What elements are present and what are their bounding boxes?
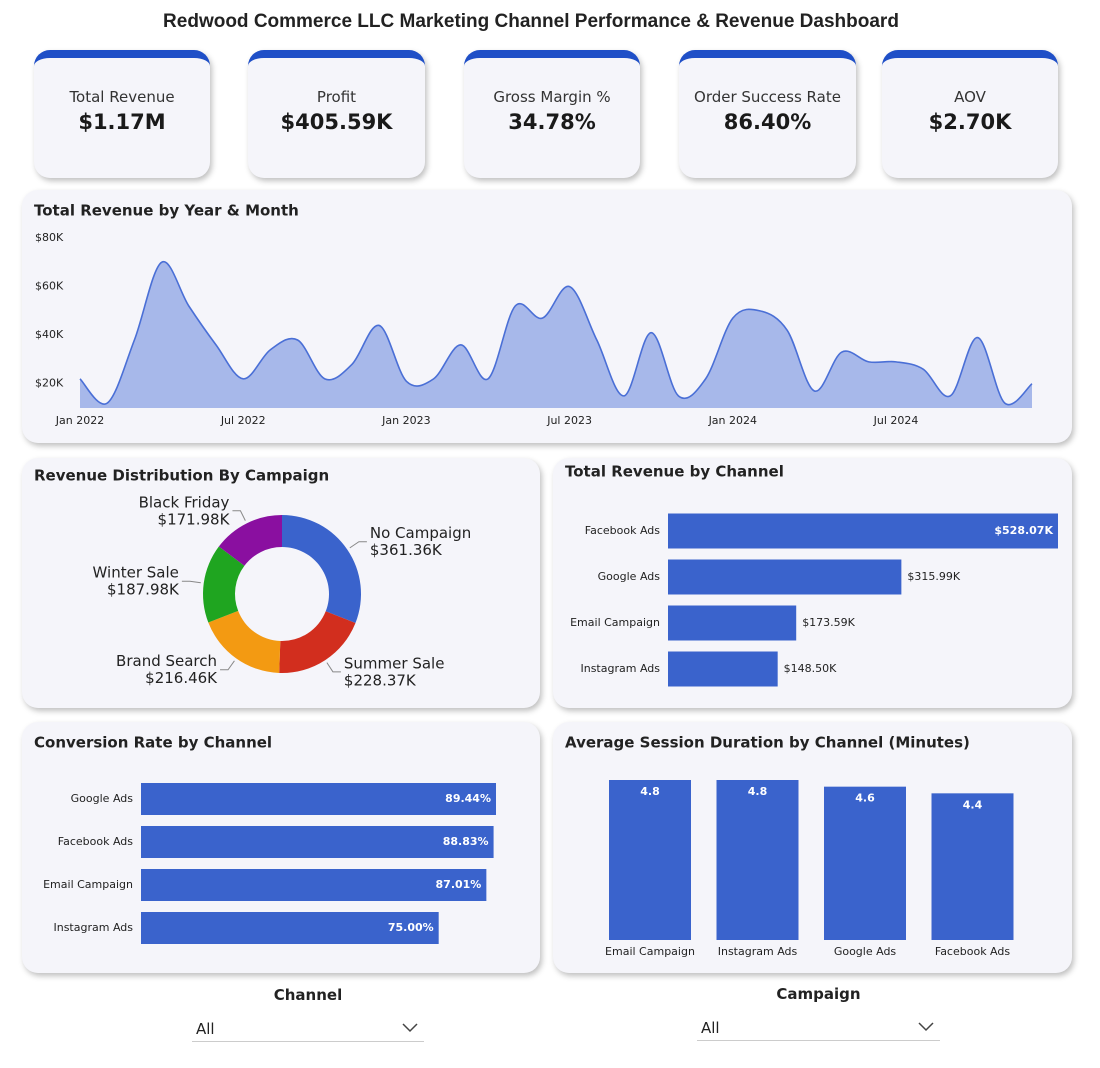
filter-dropdown[interactable]: All (192, 1016, 424, 1042)
kpi-card: Total Revenue $1.17M (34, 50, 210, 178)
chart-card (22, 190, 1072, 443)
filter-value: All (701, 1019, 720, 1037)
dropdown-arrow (402, 1023, 418, 1033)
kpi-label: Profit (316, 88, 357, 106)
kpi-card: AOV $2.70K (882, 50, 1058, 178)
kpi-label: Gross Margin % (493, 88, 611, 106)
filter-value: All (196, 1020, 215, 1038)
chart-card (22, 458, 540, 708)
filter-label: Campaign (776, 985, 861, 1003)
kpi-value: $405.59K (280, 110, 393, 134)
chart-card (553, 722, 1072, 973)
dropdown-arrow (918, 1022, 934, 1032)
kpi-label: Order Success Rate (694, 88, 841, 106)
filter-label: Channel (273, 986, 343, 1004)
kpi-label: AOV (954, 88, 986, 106)
dashboard-title: Redwood Commerce LLC Marketing Channel P… (163, 11, 899, 32)
kpi-card: Order Success Rate 86.40% (679, 50, 856, 178)
kpi-label: Total Revenue (69, 88, 175, 106)
kpi-value: $1.17M (78, 110, 166, 134)
filter-dropdown[interactable]: All (697, 1015, 940, 1041)
chart-card (22, 722, 540, 973)
kpi-card: Profit $405.59K (248, 50, 425, 178)
kpi-value: $2.70K (928, 110, 1012, 134)
kpi-value: 34.78% (508, 110, 596, 134)
kpi-value: 86.40% (723, 110, 812, 134)
chart-card (553, 458, 1072, 708)
kpi-card: Gross Margin % 34.78% (464, 50, 640, 178)
